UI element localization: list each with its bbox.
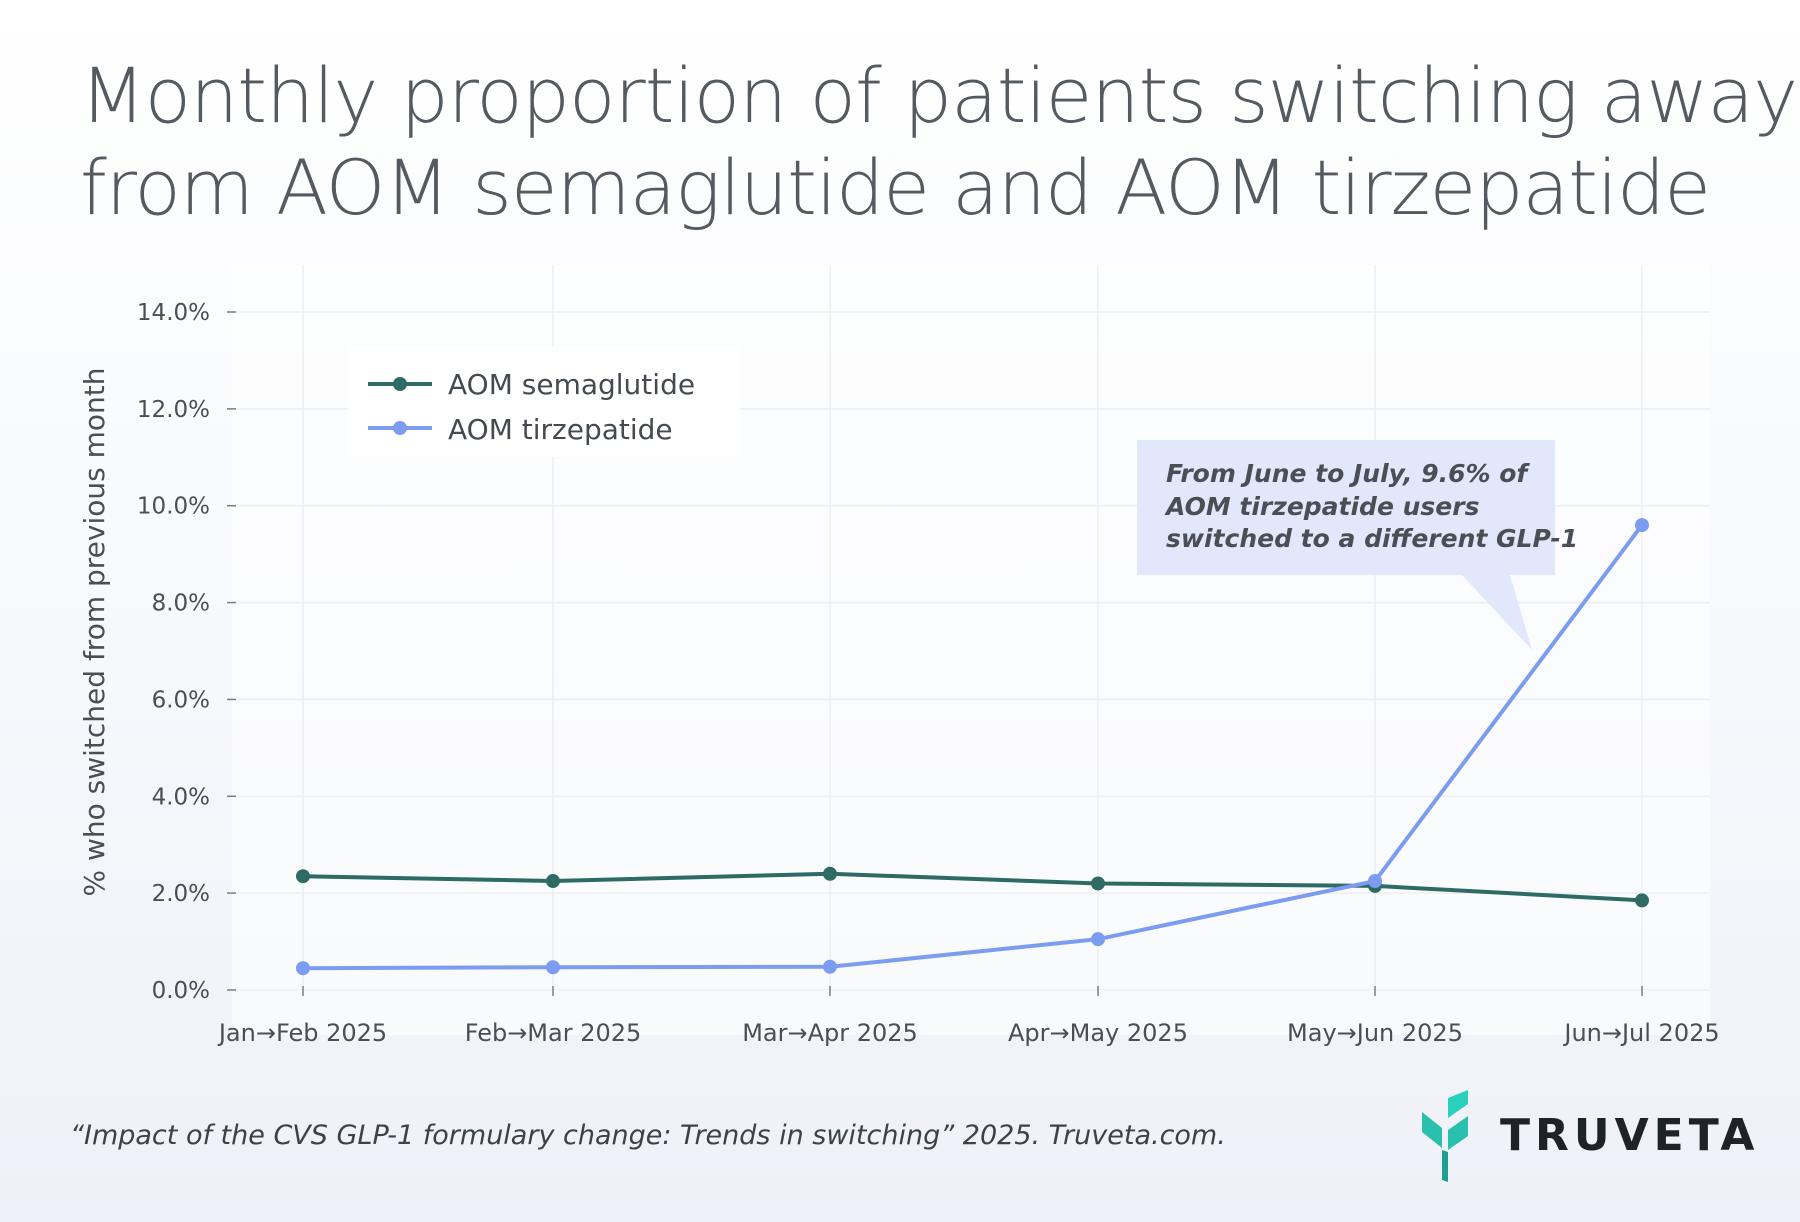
y-tick-label: 0.0% bbox=[152, 978, 210, 1004]
truveta-logo: TRUVETA bbox=[1418, 1090, 1758, 1182]
data-point bbox=[1368, 874, 1382, 889]
logo-chevron-1 bbox=[1422, 1112, 1442, 1148]
legend-box bbox=[348, 347, 740, 457]
callout-line-1: From June to July, 9.6% of bbox=[1166, 459, 1530, 488]
x-tick-label: Apr→May 2025 bbox=[1008, 1019, 1188, 1047]
x-tick-label: Mar→Apr 2025 bbox=[742, 1019, 918, 1047]
chart-title: Monthly proportion of patients switching… bbox=[80, 50, 1798, 234]
legend-label-semaglutide: AOM semaglutide bbox=[448, 368, 695, 401]
y-tick-label: 6.0% bbox=[152, 687, 210, 713]
y-axis: 0.0% 2.0% 4.0% 6.0% 8.0% 10.0% 12.0% 14.0% bbox=[137, 300, 236, 1004]
title-line-2: from AOM semaglutide and AOM tirzepatide bbox=[80, 143, 1711, 232]
data-point bbox=[1091, 932, 1105, 947]
y-tick-label: 2.0% bbox=[152, 881, 210, 907]
callout-line-2: AOM tirzepatide users bbox=[1164, 492, 1479, 521]
data-point bbox=[546, 874, 560, 889]
y-tick-label: 12.0% bbox=[137, 397, 210, 423]
data-point bbox=[1091, 876, 1105, 891]
x-tick-label: Feb→Mar 2025 bbox=[465, 1019, 642, 1047]
data-point bbox=[823, 866, 837, 881]
data-point bbox=[823, 959, 837, 974]
y-tick-label: 14.0% bbox=[137, 300, 210, 326]
legend-marker-tirzepatide bbox=[393, 421, 407, 435]
title-line-1: Monthly proportion of patients switching… bbox=[80, 51, 1798, 140]
y-axis-label: % who switched from previous month bbox=[78, 367, 111, 896]
grid bbox=[232, 265, 1710, 991]
data-point bbox=[1635, 893, 1649, 908]
series-layer bbox=[296, 518, 1649, 976]
truveta-mark-icon bbox=[1422, 1090, 1468, 1182]
callout-box bbox=[1137, 440, 1555, 650]
logo-chevron-2 bbox=[1448, 1090, 1468, 1118]
callout-line-3: switched to a different GLP-1 bbox=[1166, 524, 1578, 553]
data-point bbox=[296, 961, 310, 976]
x-axis: Jan→Feb 2025 Feb→Mar 2025 Mar→Apr 2025 Apr→… bbox=[217, 986, 1720, 1047]
source-citation: “Impact of the CVS GLP-1 formulary chang… bbox=[70, 1120, 1226, 1151]
y-tick-label: 10.0% bbox=[137, 494, 210, 520]
data-point bbox=[1635, 518, 1649, 533]
legend: AOM semaglutide AOM tirzepatide bbox=[348, 347, 740, 457]
y-tick-label: 4.0% bbox=[152, 784, 210, 810]
logo-wordmark: TRUVETA bbox=[1500, 1110, 1760, 1161]
data-point bbox=[546, 960, 560, 975]
series-line bbox=[302, 871, 1643, 903]
y-tick-label: 8.0% bbox=[152, 591, 210, 617]
series-line bbox=[302, 523, 1644, 971]
legend-label-tirzepatide: AOM tirzepatide bbox=[448, 413, 673, 446]
data-point bbox=[296, 869, 310, 884]
x-tick-label: Jan→Feb 2025 bbox=[217, 1019, 387, 1047]
logo-chevron-3 bbox=[1448, 1116, 1468, 1150]
series-tirzepatide bbox=[296, 518, 1649, 976]
x-tick-label: May→Jun 2025 bbox=[1287, 1019, 1463, 1047]
legend-marker-semaglutide bbox=[393, 377, 407, 391]
annotation-callout: From June to July, 9.6% of AOM tirzepati… bbox=[1137, 440, 1578, 650]
logo-stem bbox=[1442, 1150, 1448, 1182]
x-tick-label: Jun→Jul 2025 bbox=[1562, 1019, 1719, 1047]
callout-text: From June to July, 9.6% of AOM tirzepati… bbox=[1164, 459, 1578, 553]
